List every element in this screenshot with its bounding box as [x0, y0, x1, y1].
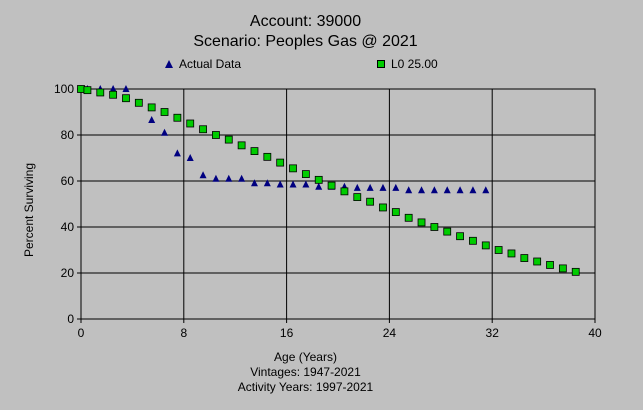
data-point-l0	[314, 175, 323, 184]
legend-item-actual-data: Actual Data	[165, 57, 241, 71]
data-point-l0	[379, 203, 387, 212]
data-point-actual	[148, 116, 156, 124]
triangle-marker-icon	[165, 60, 173, 68]
vintages-note: Vintages: 1947-2021	[250, 365, 361, 379]
data-point-actual	[122, 85, 130, 92]
y-tick-label: 80	[61, 128, 75, 142]
data-point-l0	[160, 108, 169, 116]
x-tick-label: 24	[383, 326, 397, 340]
legend-item-l0-curve: L0 25.00	[377, 57, 438, 71]
data-point-l0	[134, 98, 143, 107]
legend-label-actual-data: Actual Data	[179, 57, 242, 71]
axis-ticks: 0 8 16 24 32 40 0 20 40 60 80 100	[54, 82, 602, 340]
data-point-l0	[533, 257, 542, 266]
data-point-l0	[520, 254, 529, 262]
data-point-l0	[199, 125, 207, 134]
data-point-l0	[224, 135, 233, 144]
grid-lines	[80, 88, 596, 320]
series-l0-curve	[77, 85, 580, 276]
data-point-actual	[418, 186, 426, 194]
data-point-l0	[96, 88, 105, 97]
data-point-actual	[456, 186, 464, 194]
plot-frame	[80, 88, 596, 320]
x-tick-label: 0	[78, 326, 85, 340]
data-point-actual	[379, 183, 387, 191]
data-point-actual	[173, 149, 181, 157]
legend-label-l0-curve: L0 25.00	[391, 57, 438, 71]
data-point-actual	[302, 180, 310, 188]
data-point-l0	[77, 85, 85, 93]
data-point-l0	[481, 241, 490, 250]
data-point-l0	[263, 152, 272, 161]
data-point-actual	[353, 183, 361, 191]
data-point-actual	[443, 186, 451, 194]
data-point-l0	[469, 236, 477, 245]
data-point-actual	[263, 179, 271, 187]
data-point-l0	[366, 197, 375, 206]
data-point-actual	[276, 180, 284, 188]
data-point-actual	[482, 186, 490, 194]
data-point-l0	[276, 158, 285, 167]
series-actual-data	[77, 85, 490, 194]
data-point-actual	[186, 154, 194, 161]
data-point-actual	[238, 174, 246, 182]
data-point-l0	[327, 181, 336, 190]
data-point-l0	[237, 141, 246, 150]
data-point-l0	[173, 113, 182, 122]
x-tick-label: 40	[588, 326, 602, 340]
data-point-l0	[456, 232, 464, 241]
y-tick-label: 60	[61, 174, 75, 188]
square-marker-icon	[377, 60, 385, 68]
chart-subtitle: Scenario: Peoples Gas @ 2021	[193, 33, 418, 50]
chart-title: Account: 39000	[249, 13, 362, 30]
data-point-l0	[250, 147, 259, 156]
data-point-actual	[225, 174, 233, 182]
x-tick-label: 32	[486, 326, 500, 340]
data-point-l0	[147, 103, 156, 112]
data-point-l0	[122, 94, 130, 103]
x-tick-label: 16	[280, 326, 294, 340]
data-point-actual	[212, 174, 220, 182]
data-point-l0	[186, 119, 195, 128]
data-point-l0	[391, 208, 400, 216]
data-point-l0	[417, 218, 426, 227]
data-point-l0	[353, 193, 362, 202]
data-point-l0	[404, 213, 413, 222]
data-point-actual	[250, 179, 258, 187]
data-point-l0	[430, 223, 439, 231]
data-point-l0	[443, 227, 452, 236]
data-point-l0	[494, 246, 503, 254]
data-point-l0	[546, 261, 554, 269]
y-tick-label: 0	[67, 312, 74, 326]
x-tick-label: 8	[180, 326, 187, 340]
y-axis-label: Percent Surviving	[22, 162, 36, 258]
data-point-actual	[199, 171, 207, 179]
data-point-actual	[109, 85, 117, 92]
data-point-actual	[289, 180, 297, 188]
data-point-actual	[430, 186, 438, 194]
data-point-l0	[340, 187, 349, 196]
data-point-actual	[469, 186, 477, 194]
data-point-l0	[109, 90, 118, 99]
data-point-l0	[289, 164, 297, 173]
y-tick-label: 40	[61, 220, 75, 234]
data-point-l0	[558, 264, 567, 273]
data-point-l0	[212, 131, 220, 139]
data-point-l0	[301, 170, 310, 179]
activity-years-note: Activity Years: 1997-2021	[237, 380, 374, 394]
data-point-actual	[161, 128, 169, 136]
data-point-actual	[405, 186, 413, 194]
data-point-l0	[507, 249, 516, 258]
data-point-l0	[83, 86, 92, 95]
y-tick-label: 20	[61, 266, 75, 280]
data-point-actual	[392, 183, 400, 191]
data-point-actual	[366, 183, 374, 191]
data-point-l0	[571, 267, 580, 276]
data-point-actual	[315, 182, 323, 190]
y-tick-label: 100	[54, 82, 74, 96]
x-axis-label: Age (Years)	[274, 350, 337, 364]
